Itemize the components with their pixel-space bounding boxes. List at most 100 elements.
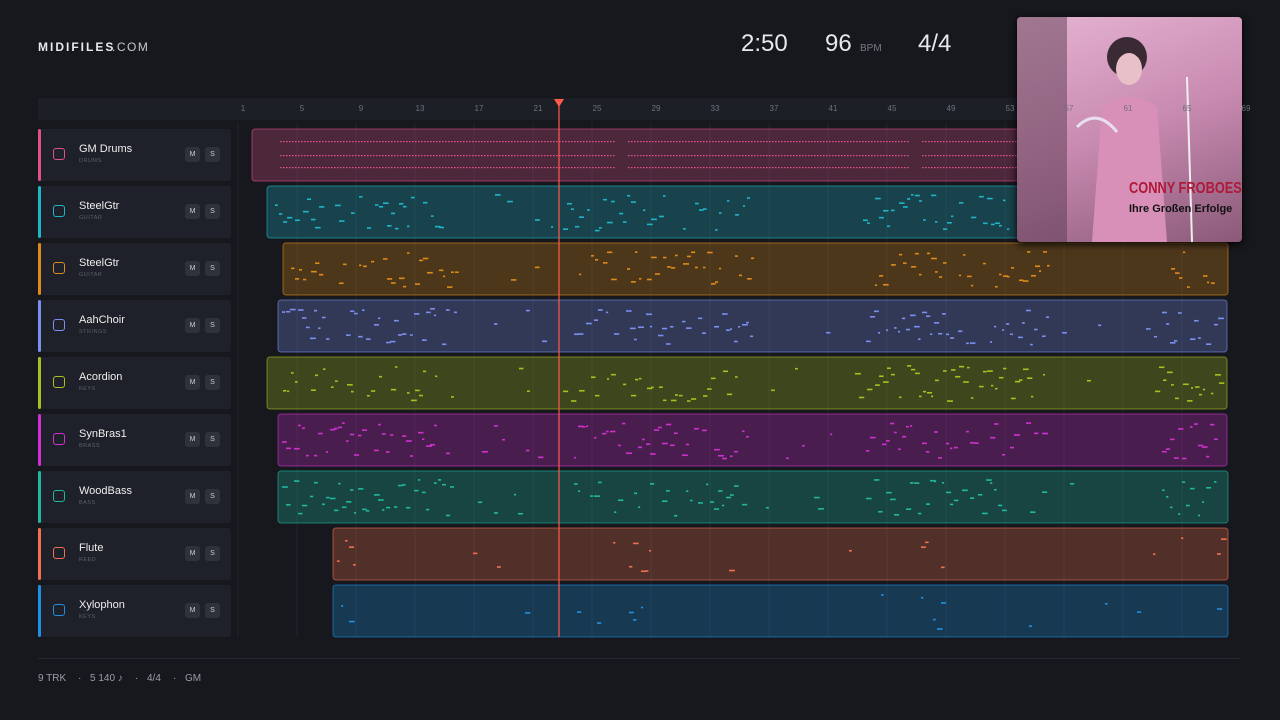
note bbox=[599, 227, 602, 229]
note bbox=[559, 141, 561, 143]
note bbox=[775, 167, 777, 169]
note bbox=[700, 167, 702, 169]
note bbox=[970, 497, 975, 499]
mute-button[interactable]: M bbox=[185, 489, 200, 504]
note bbox=[346, 155, 348, 157]
mute-button[interactable]: M bbox=[185, 375, 200, 390]
solo-button[interactable]: S bbox=[205, 546, 220, 561]
note bbox=[299, 268, 302, 271]
note bbox=[1167, 371, 1173, 374]
note bbox=[346, 440, 349, 442]
note bbox=[743, 205, 746, 207]
note bbox=[400, 167, 402, 169]
note bbox=[784, 167, 786, 169]
note bbox=[601, 155, 603, 157]
track-icon bbox=[53, 547, 65, 559]
note bbox=[577, 155, 579, 157]
note bbox=[448, 155, 450, 157]
note bbox=[397, 155, 399, 157]
note bbox=[733, 155, 735, 157]
mute-button[interactable]: M bbox=[185, 603, 200, 618]
note bbox=[907, 198, 911, 200]
note bbox=[592, 155, 594, 157]
note bbox=[964, 155, 966, 157]
note bbox=[638, 506, 641, 509]
note bbox=[835, 141, 837, 143]
note bbox=[391, 155, 393, 157]
note bbox=[730, 328, 733, 330]
note bbox=[866, 497, 872, 500]
note bbox=[318, 432, 323, 435]
mute-button[interactable]: M bbox=[185, 432, 200, 447]
note bbox=[426, 311, 431, 314]
note bbox=[734, 485, 739, 487]
note bbox=[1003, 275, 1008, 277]
solo-button[interactable]: S bbox=[205, 489, 220, 504]
track-name: SteelGtr bbox=[79, 257, 120, 269]
solo-button[interactable]: S bbox=[205, 603, 220, 618]
note bbox=[862, 155, 864, 157]
note bbox=[411, 399, 417, 402]
solo-button[interactable]: S bbox=[205, 375, 220, 390]
album-title: Ihre Großen Erfolge bbox=[1129, 203, 1233, 215]
note bbox=[658, 426, 662, 429]
note bbox=[508, 167, 510, 169]
note bbox=[1023, 368, 1029, 371]
note bbox=[735, 214, 739, 216]
note bbox=[415, 283, 420, 285]
note bbox=[328, 155, 330, 157]
mute-button[interactable]: M bbox=[185, 261, 200, 276]
note bbox=[685, 167, 687, 169]
mute-button[interactable]: M bbox=[185, 147, 200, 162]
note bbox=[987, 197, 993, 200]
note bbox=[1211, 392, 1214, 395]
note bbox=[970, 442, 975, 444]
solo-button[interactable]: S bbox=[205, 261, 220, 276]
note bbox=[823, 155, 825, 157]
note bbox=[565, 141, 567, 143]
note bbox=[863, 219, 868, 222]
clip bbox=[332, 584, 1229, 638]
note bbox=[1198, 514, 1201, 517]
note bbox=[958, 155, 960, 157]
track-category: DRUMS bbox=[79, 158, 102, 164]
solo-button[interactable]: S bbox=[205, 204, 220, 219]
note bbox=[670, 325, 674, 328]
note bbox=[418, 141, 420, 143]
note bbox=[478, 501, 483, 504]
mute-button[interactable]: M bbox=[185, 318, 200, 333]
note bbox=[958, 141, 960, 143]
note bbox=[334, 427, 338, 430]
note bbox=[422, 339, 427, 341]
mute-button[interactable]: M bbox=[185, 546, 200, 561]
note bbox=[310, 495, 314, 498]
solo-button[interactable]: S bbox=[205, 432, 220, 447]
note bbox=[914, 325, 920, 328]
note bbox=[891, 373, 895, 376]
note bbox=[1010, 333, 1013, 336]
note bbox=[469, 141, 471, 143]
note bbox=[559, 167, 561, 169]
note bbox=[727, 393, 733, 396]
note bbox=[1015, 155, 1017, 157]
note bbox=[316, 141, 318, 143]
note bbox=[482, 450, 488, 453]
ruler-label: 69 bbox=[1241, 104, 1251, 113]
track-header: GM Drums DRUMS M S bbox=[38, 129, 231, 181]
note bbox=[703, 395, 708, 397]
note bbox=[445, 167, 447, 169]
note bbox=[658, 141, 660, 143]
clip bbox=[332, 527, 1229, 581]
note bbox=[946, 333, 950, 336]
mute-button[interactable]: M bbox=[185, 204, 200, 219]
ruler-label: 65 bbox=[1182, 104, 1192, 113]
note bbox=[739, 141, 741, 143]
solo-button[interactable]: S bbox=[205, 147, 220, 162]
solo-button[interactable]: S bbox=[205, 318, 220, 333]
note bbox=[649, 155, 651, 157]
note bbox=[610, 141, 612, 143]
note bbox=[738, 325, 741, 328]
note bbox=[375, 204, 379, 206]
note bbox=[595, 167, 597, 169]
note bbox=[889, 141, 891, 143]
